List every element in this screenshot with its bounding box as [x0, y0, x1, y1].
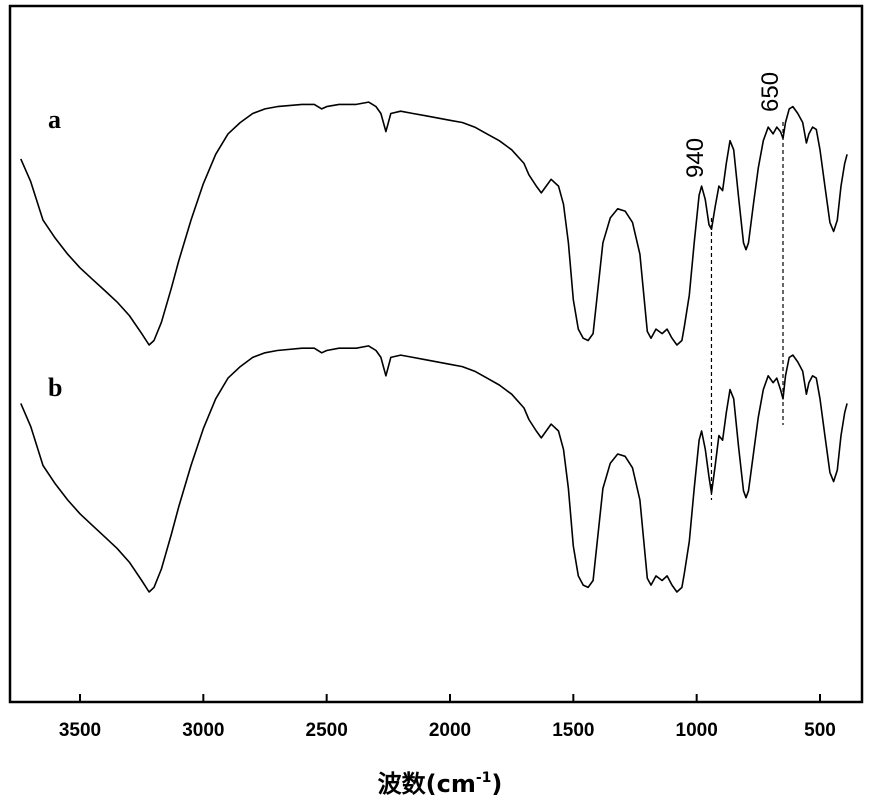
series-label-a: a [48, 105, 61, 134]
plot-frame [8, 4, 864, 704]
series-b-line [20, 345, 848, 593]
series-a-line [20, 101, 848, 346]
x-ticks: 3500 3000 2500 2000 1500 1000 500 [59, 694, 836, 741]
spectra [20, 101, 848, 593]
x-tick-label: 1500 [552, 720, 594, 741]
x-axis-title: 波数(cm-1) [378, 770, 503, 798]
x-tick-label: 3500 [59, 720, 101, 741]
x-tick-label: 500 [804, 720, 836, 741]
series-labels: ab [48, 105, 62, 402]
x-tick-label: 3000 [182, 720, 224, 741]
x-tick-label: 2500 [306, 720, 348, 741]
marker-label-940: 940 [682, 138, 709, 178]
series-label-b: b [48, 373, 62, 402]
peak-markers: 940 650 [682, 72, 784, 500]
x-tick-label: 1000 [676, 720, 718, 741]
marker-label-650: 650 [757, 72, 784, 112]
x-tick-label: 2000 [429, 720, 471, 741]
